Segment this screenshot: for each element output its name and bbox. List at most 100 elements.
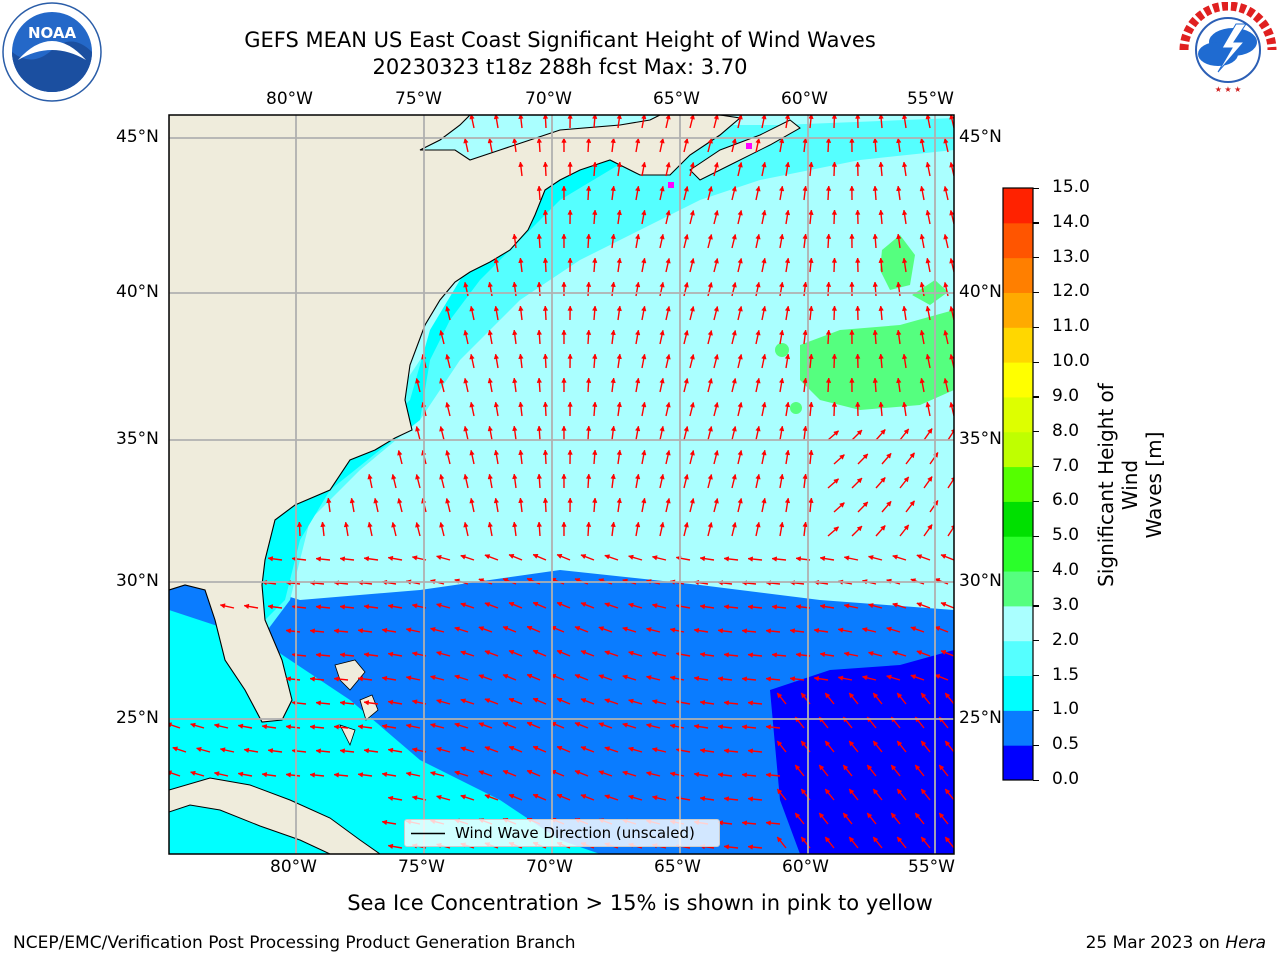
wind-wave-arrowhead [435, 698, 442, 705]
wind-wave-arrowhead [381, 771, 388, 778]
wind-wave-arrowhead [693, 723, 700, 730]
wind-wave-arrowhead [833, 430, 839, 436]
wind-wave-arrowhead [920, 836, 927, 843]
wind-wave-arrowhead [707, 329, 713, 336]
wind-wave-arrowhead [665, 497, 671, 504]
wind-wave-arrowhead [934, 626, 941, 632]
wind-wave-arrowhead [634, 377, 641, 384]
wind-wave-arrowhead [585, 521, 592, 527]
wind-wave-arrowhead [445, 449, 451, 456]
wind-wave-arrowhead [683, 281, 689, 288]
wind-wave-arrowhead [659, 425, 665, 432]
wind-wave-arrowhead [737, 115, 743, 120]
wind-wave-arrowhead [717, 820, 724, 826]
wind-wave-arrowhead [463, 425, 469, 432]
wind-wave-arrowhead [502, 770, 509, 776]
wind-wave-arrowhead [518, 257, 524, 264]
wind-wave-arrowhead [825, 281, 832, 287]
wind-wave-arrowhead [439, 425, 445, 432]
wind-wave-arrowhead [460, 698, 467, 704]
wind-wave-arrowhead [771, 652, 778, 658]
wind-wave-arrowhead [542, 401, 549, 407]
wind-wave-arrowhead [761, 497, 767, 504]
wind-wave-arrowhead [512, 281, 518, 288]
wind-wave-arrowhead [556, 649, 563, 655]
wind-wave-arrowhead [831, 353, 838, 359]
colorbar-tick-label: 7.0 [1052, 455, 1080, 476]
colorbar-segment [1003, 362, 1033, 398]
wind-wave-arrowhead [731, 521, 737, 528]
wind-wave-arrowhead [943, 137, 949, 144]
wind-wave-arrowhead [747, 796, 754, 802]
wind-wave-arrowhead [333, 772, 340, 778]
wind-wave-arrowhead [585, 137, 592, 143]
wind-wave-arrowhead [949, 401, 954, 408]
wind-wave-arrowhead [855, 209, 861, 215]
wind-wave-arrowhead [616, 497, 622, 504]
lon-label-bottom: 80°W [270, 857, 317, 877]
wind-wave-arrowhead [634, 185, 641, 192]
wind-wave-arrowhead [512, 521, 518, 528]
wind-wave-arrowhead [849, 329, 855, 335]
wind-wave-arrowhead [800, 788, 807, 795]
wind-wave-arrowhead [381, 627, 388, 634]
wind-wave-arrowhead [867, 555, 874, 561]
colorbar-segment [1003, 501, 1033, 537]
wind-wave-arrowhead [237, 771, 244, 777]
wind-wave-arrowhead [628, 602, 634, 608]
wind-wave-arrowhead [556, 745, 563, 751]
wind-wave-arrowhead [872, 185, 878, 191]
wind-wave-arrowhead [478, 674, 485, 680]
wind-wave-arrowhead [755, 233, 761, 240]
wind-wave-arrowhead [508, 794, 515, 799]
wind-wave-arrowhead [699, 700, 706, 706]
wind-wave-arrowhead [622, 722, 628, 728]
wind-wave-arrowhead [880, 477, 886, 483]
wind-wave-arrowhead [914, 812, 921, 819]
wind-wave-arrowhead [943, 281, 949, 288]
wind-wave-arrowhead [493, 257, 500, 264]
wind-wave-arrowhead [808, 257, 814, 264]
lon-label-bottom: 75°W [398, 857, 445, 877]
wind-wave-arrowhead [439, 473, 445, 480]
wind-wave-arrowhead [536, 521, 543, 527]
colorbar-tick-label: 3.0 [1052, 594, 1080, 615]
wind-wave-arrowhead [333, 724, 340, 730]
wind-wave-arrowhead [542, 115, 549, 119]
wind-wave-arrowhead [784, 115, 791, 120]
wind-wave-arrowhead [333, 676, 340, 682]
wind-wave-arrowhead [713, 449, 719, 456]
wind-wave-arrowhead [813, 675, 820, 682]
colorbar-segment [1003, 745, 1033, 781]
wind-wave-arrowhead [195, 746, 202, 753]
wind-wave-arrowhead [659, 137, 665, 144]
wind-wave-arrowhead [934, 578, 941, 584]
wind-wave-arrowhead [610, 425, 616, 432]
wind-wave-arrowhead [741, 724, 748, 730]
wind-wave-arrowhead [920, 740, 927, 747]
wind-wave-arrowhead [435, 794, 442, 801]
wind-wave-arrowhead [567, 161, 573, 167]
wind-wave-arrowhead [761, 401, 767, 408]
wind-wave-arrowhead [872, 692, 879, 699]
wind-wave-arrowhead [585, 185, 592, 191]
wind-wave-arrowhead [659, 521, 665, 528]
wind-wave-arrowhead [949, 305, 954, 312]
wind-wave-arrowhead [610, 233, 616, 240]
wind-wave-arrowhead [460, 554, 467, 560]
colorbar-segment [1003, 710, 1033, 746]
wind-wave-arrowhead [634, 137, 641, 144]
wind-wave-arrowhead [315, 652, 322, 658]
wind-wave-arrowhead [309, 724, 316, 730]
wind-wave-arrowhead [536, 185, 543, 191]
wind-wave-arrowhead [755, 281, 761, 288]
wind-wave-arrowhead [903, 476, 909, 483]
colorbar-segment [1003, 605, 1033, 642]
wind-wave-arrowhead [784, 305, 791, 312]
wind-wave-arrowhead [508, 746, 515, 751]
wind-wave-arrowhead [949, 209, 954, 216]
wind-wave-arrowhead [610, 473, 616, 480]
wind-wave-arrowhead [592, 115, 598, 119]
wind-wave-arrowhead [925, 257, 931, 264]
colorbar-tick-label: 14.0 [1052, 211, 1090, 232]
